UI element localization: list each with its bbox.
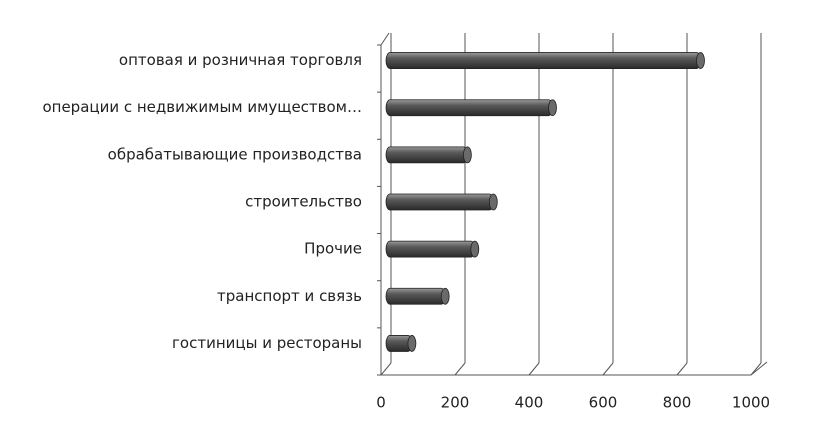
grid-floor (602, 362, 614, 376)
y-tick-label: транспорт и связь (217, 287, 362, 305)
grid-floor (380, 362, 392, 376)
y-tick-label: обрабатывающие производства (108, 145, 362, 163)
floor-right (750, 361, 768, 376)
x-tick-label: 800 (663, 394, 692, 412)
bar-cap (548, 99, 557, 117)
left-wall-top (380, 32, 390, 46)
bar (385, 240, 476, 258)
grid-floor (528, 362, 540, 376)
bar-cap (462, 146, 472, 164)
x-tick-label: 0 (376, 394, 386, 412)
y-tick-label: строительство (245, 193, 362, 211)
y-tick-label: Прочие (304, 240, 362, 258)
grid-floor (676, 362, 688, 376)
y-tick-label: оптовая и розничная торговля (119, 51, 362, 69)
bar-cap (407, 335, 417, 352)
bar-cap (488, 193, 498, 211)
bar (385, 287, 446, 305)
bar-cap (440, 287, 450, 305)
bar (385, 193, 494, 211)
grid-floor (750, 362, 762, 376)
x-tick-label: 600 (589, 394, 618, 412)
bar (385, 99, 553, 117)
bar (385, 146, 468, 164)
y-tick-label: операции с недвижимым имуществом… (42, 98, 362, 116)
x-tick-label: 200 (441, 394, 470, 412)
bar-cap (470, 240, 480, 258)
x-tick-label: 1000 (732, 394, 770, 412)
bar-cap (696, 52, 705, 69)
y-tick-label: гостиницы и рестораны (172, 334, 362, 352)
grid-floor (454, 362, 466, 376)
bar (385, 52, 701, 69)
x-tick-label: 400 (515, 394, 544, 412)
